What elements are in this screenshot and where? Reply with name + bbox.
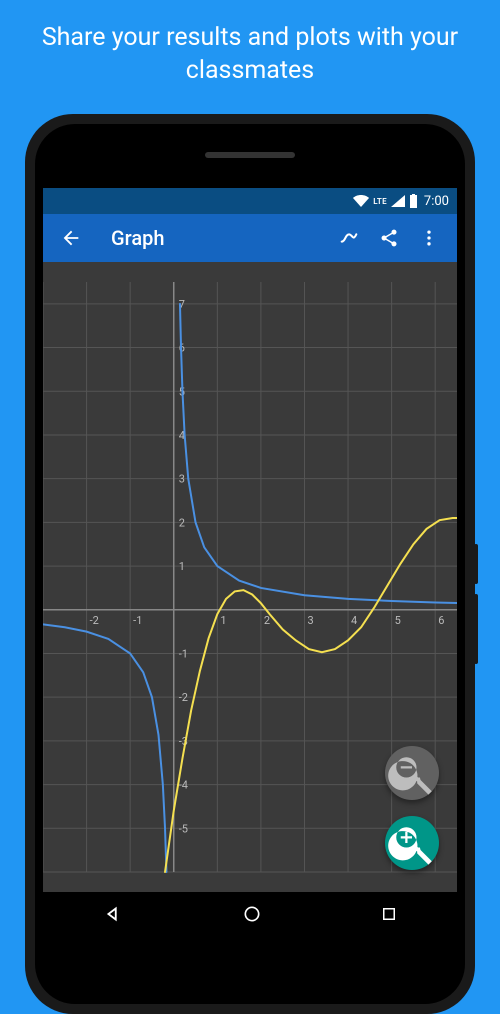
app-title: Graph bbox=[111, 226, 329, 250]
promo-headline: Share your results and plots with your c… bbox=[0, 0, 500, 97]
nav-recent-icon bbox=[380, 905, 398, 923]
battery-icon bbox=[409, 194, 418, 208]
android-nav-bar bbox=[43, 892, 457, 940]
nav-back-icon bbox=[102, 903, 124, 925]
overflow-button[interactable] bbox=[409, 218, 449, 258]
share-icon bbox=[379, 228, 399, 248]
nav-recent-button[interactable] bbox=[380, 905, 398, 927]
zoom-in-button[interactable] bbox=[385, 816, 439, 870]
signal-icon bbox=[391, 195, 405, 207]
clock: 7:00 bbox=[424, 194, 449, 209]
share-button[interactable] bbox=[369, 218, 409, 258]
svg-text:-1: -1 bbox=[179, 647, 188, 660]
svg-text:5: 5 bbox=[395, 614, 401, 627]
arrow-back-icon bbox=[60, 227, 82, 249]
more-vert-icon bbox=[419, 228, 439, 248]
function-icon bbox=[338, 227, 360, 249]
lte-label: LTE bbox=[373, 197, 387, 206]
status-bar: LTE 7:00 bbox=[43, 188, 457, 214]
zoom-out-button[interactable] bbox=[385, 746, 439, 800]
nav-back-button[interactable] bbox=[102, 903, 124, 929]
phone-frame: LTE 7:00 Graph bbox=[25, 114, 475, 1014]
nav-home-button[interactable] bbox=[242, 904, 262, 928]
svg-text:4: 4 bbox=[351, 614, 357, 627]
svg-text:1: 1 bbox=[220, 614, 226, 627]
svg-text:6: 6 bbox=[438, 614, 444, 627]
svg-text:-2: -2 bbox=[90, 614, 99, 627]
zoom-out-icon bbox=[385, 746, 439, 800]
nav-home-icon bbox=[242, 904, 262, 924]
svg-text:1: 1 bbox=[179, 560, 185, 573]
svg-text:2: 2 bbox=[179, 516, 185, 529]
wifi-icon bbox=[353, 195, 369, 207]
svg-text:3: 3 bbox=[179, 473, 185, 486]
svg-text:-2: -2 bbox=[179, 691, 188, 704]
phone-speaker bbox=[205, 152, 295, 158]
zoom-in-icon bbox=[385, 816, 439, 870]
svg-text:-1: -1 bbox=[133, 614, 142, 627]
svg-text:2: 2 bbox=[264, 614, 270, 627]
graph-canvas[interactable]: -2-1123456-5-4-3-2-11234567 bbox=[43, 262, 457, 892]
svg-text:3: 3 bbox=[307, 614, 313, 627]
app-bar: Graph bbox=[43, 214, 457, 262]
phone-screen: LTE 7:00 Graph bbox=[43, 188, 457, 940]
function-button[interactable] bbox=[329, 218, 369, 258]
svg-text:-5: -5 bbox=[179, 822, 188, 835]
svg-text:-4: -4 bbox=[179, 779, 188, 792]
back-button[interactable] bbox=[51, 218, 91, 258]
